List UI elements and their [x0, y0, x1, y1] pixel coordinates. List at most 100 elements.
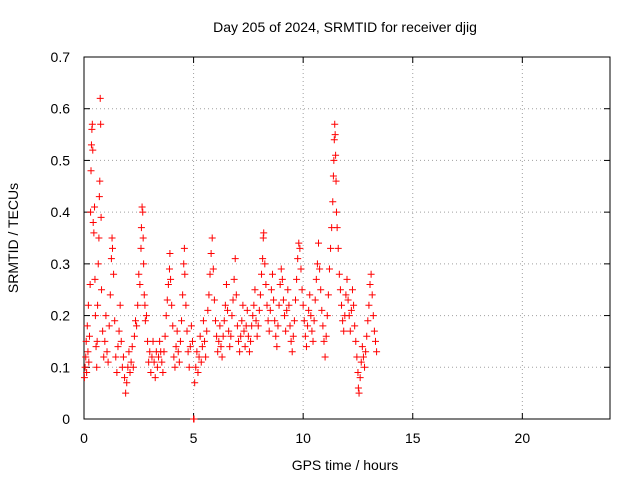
data-point [231, 255, 239, 263]
data-point [170, 353, 178, 361]
data-point [201, 337, 209, 345]
data-point [210, 296, 218, 304]
data-point [334, 244, 342, 252]
data-point [149, 337, 157, 345]
data-point [243, 306, 251, 314]
data-point [91, 275, 99, 283]
data-point [339, 317, 347, 325]
data-point [85, 332, 93, 340]
y-tick-label: 0.6 [51, 101, 71, 117]
data-point [214, 348, 222, 356]
data-point [311, 296, 319, 304]
data-point [274, 322, 282, 330]
data-point [229, 296, 237, 304]
data-point [127, 358, 135, 366]
data-point [106, 291, 114, 299]
data-point [310, 317, 318, 325]
data-point [275, 301, 283, 309]
data-point [89, 218, 97, 226]
data-point [253, 332, 261, 340]
data-point [325, 265, 333, 273]
data-point [188, 337, 196, 345]
data-point [161, 332, 169, 340]
x-tick-label: 20 [515, 430, 531, 446]
data-point [331, 131, 339, 139]
data-point [304, 322, 312, 330]
data-point [365, 301, 373, 309]
data-point [132, 317, 140, 325]
data-point [97, 120, 105, 128]
data-point [270, 296, 278, 304]
data-point [82, 337, 90, 345]
data-point [134, 301, 142, 309]
data-point [340, 327, 348, 335]
data-point [279, 296, 287, 304]
data-point [266, 306, 274, 314]
data-points [80, 94, 381, 423]
data-point [187, 322, 195, 330]
data-point [89, 146, 97, 154]
data-point [248, 322, 256, 330]
data-point [301, 332, 309, 340]
data-point [197, 358, 205, 366]
y-tick-label: 0.7 [51, 49, 71, 65]
data-point [359, 353, 367, 361]
y-tick-label: 0.4 [51, 204, 71, 220]
data-point [95, 234, 103, 242]
chart-title: Day 205 of 2024, SRMTID for receiver dji… [213, 19, 477, 35]
data-point [126, 368, 134, 376]
data-point [367, 270, 375, 278]
data-point [121, 374, 129, 382]
data-point [220, 317, 228, 325]
data-point [208, 234, 216, 242]
data-point [185, 363, 193, 371]
data-point [90, 229, 98, 237]
data-point [104, 358, 112, 366]
data-point [276, 281, 284, 289]
data-point [166, 250, 174, 258]
data-point [156, 337, 164, 345]
data-point [123, 379, 131, 387]
data-point [240, 327, 248, 335]
data-point [155, 353, 163, 361]
data-point [93, 337, 101, 345]
data-point [174, 348, 182, 356]
data-point [115, 327, 123, 335]
data-point [184, 348, 192, 356]
data-point [129, 363, 137, 371]
data-point [135, 270, 143, 278]
data-point [224, 306, 232, 314]
data-point [207, 250, 215, 258]
data-point [141, 317, 149, 325]
x-tick-label: 0 [80, 430, 88, 446]
data-point [103, 348, 111, 356]
data-point [366, 281, 374, 289]
data-point [171, 363, 179, 371]
data-point [167, 275, 175, 283]
data-point [361, 363, 369, 371]
data-point [139, 234, 147, 242]
data-point [91, 312, 99, 320]
data-point [113, 368, 121, 376]
data-point [175, 358, 183, 366]
x-axis-label: GPS time / hours [292, 457, 399, 473]
data-point [320, 337, 328, 345]
data-point [333, 224, 341, 232]
x-tick-label: 15 [405, 430, 421, 446]
data-point [130, 332, 138, 340]
data-point [299, 301, 307, 309]
data-point [194, 368, 202, 376]
data-point [96, 177, 104, 185]
data-point [329, 198, 337, 206]
data-point [288, 348, 296, 356]
data-point [239, 301, 247, 309]
data-point [296, 244, 304, 252]
data-point [368, 291, 376, 299]
data-point [99, 327, 107, 335]
data-point [277, 265, 285, 273]
data-point [212, 317, 219, 325]
data-point [96, 94, 104, 102]
data-point [354, 368, 362, 376]
data-point [116, 301, 124, 309]
data-point [358, 343, 366, 351]
